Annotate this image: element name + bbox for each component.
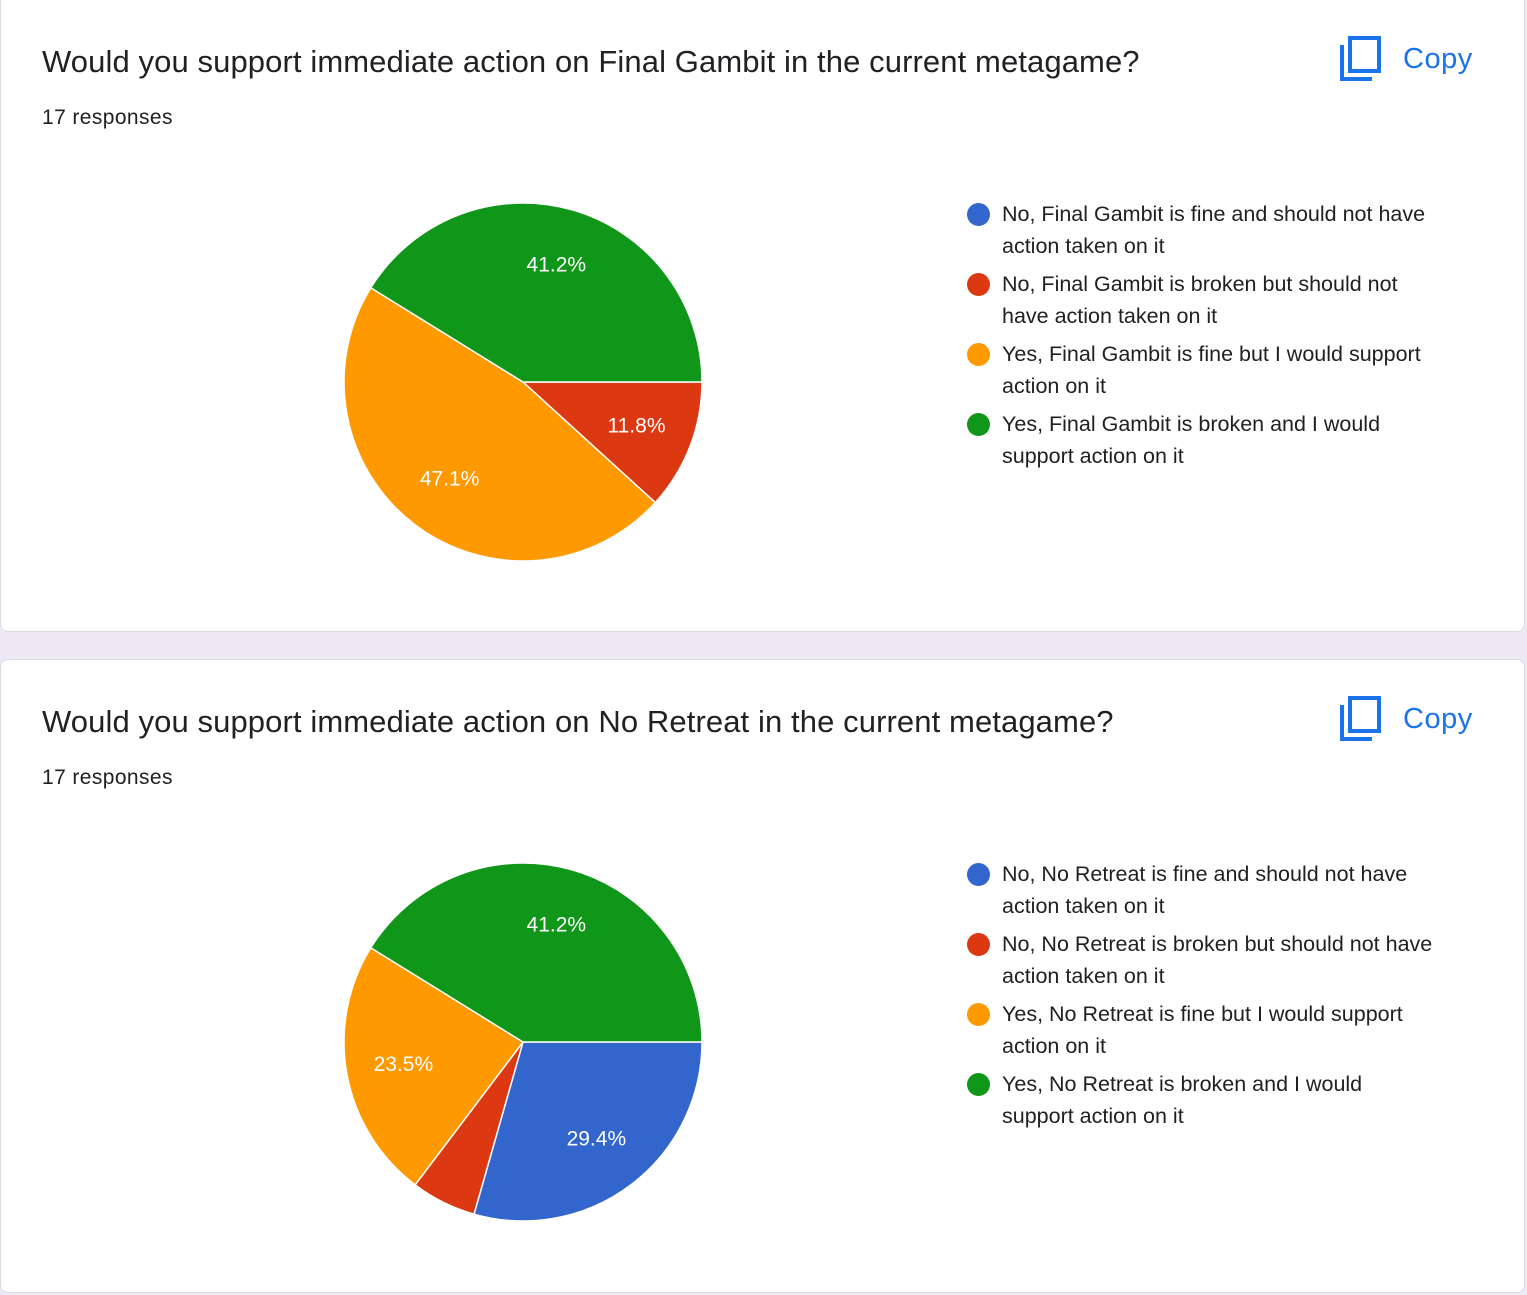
legend-item[interactable]: Yes, No Retreat is broken and I would su… (967, 1068, 1437, 1132)
chart-legend: No, No Retreat is fine and should not ha… (967, 858, 1437, 1138)
legend-swatch (967, 203, 990, 226)
legend-item[interactable]: Yes, No Retreat is fine but I would supp… (967, 998, 1437, 1062)
response-count: 17 responses (42, 106, 173, 129)
legend-label: Yes, Final Gambit is fine but I would su… (1002, 342, 1421, 398)
pie-chart: 11.8% 47.1% 41.2% (343, 202, 703, 562)
legend-label: No, No Retreat is fine and should not ha… (1002, 862, 1408, 918)
legend-swatch (967, 1003, 990, 1026)
pie-slice-label: 41.2% (527, 913, 587, 936)
question-title: Would you support immediate action on Fi… (42, 44, 1140, 79)
copy-icon (1340, 36, 1381, 81)
copy-icon (1340, 696, 1381, 741)
response-count: 17 responses (42, 766, 173, 789)
pie-slice[interactable] (369, 202, 703, 383)
chart-legend: No, Final Gambit is fine and should not … (967, 198, 1437, 478)
legend-item[interactable]: Yes, Final Gambit is fine but I would su… (967, 338, 1437, 402)
copy-label: Copy (1403, 702, 1473, 735)
question-title: Would you support immediate action on No… (42, 704, 1114, 739)
summary-card-no-retreat: Would you support immediate action on No… (0, 659, 1525, 1293)
legend-item[interactable]: No, Final Gambit is fine and should not … (967, 198, 1437, 262)
copy-label: Copy (1403, 42, 1473, 75)
legend-swatch (967, 863, 990, 886)
legend-item[interactable]: Yes, Final Gambit is broken and I would … (967, 408, 1437, 472)
legend-label: Yes, Final Gambit is broken and I would … (1002, 412, 1381, 468)
legend-item[interactable]: No, No Retreat is broken but should not … (967, 928, 1437, 992)
legend-swatch (967, 343, 990, 366)
pie-chart: 29.4% 23.5% 41.2% (343, 862, 703, 1222)
pie-slice[interactable] (473, 1041, 703, 1222)
pie-slice[interactable] (369, 862, 703, 1043)
legend-swatch (967, 413, 990, 436)
pie-slice[interactable] (343, 946, 525, 1186)
legend-label: Yes, No Retreat is fine but I would supp… (1002, 1002, 1403, 1058)
copy-chart-button[interactable]: Copy (1339, 696, 1473, 742)
pie-slice[interactable] (521, 381, 703, 504)
pie-slice-label: 23.5% (374, 1053, 434, 1076)
pie-slice[interactable] (343, 286, 657, 562)
legend-label: No, No Retreat is broken but should not … (1002, 932, 1433, 988)
legend-swatch (967, 933, 990, 956)
pie-slice-label: 41.2% (527, 253, 587, 276)
legend-label: No, Final Gambit is fine and should not … (1002, 202, 1426, 258)
legend-swatch (967, 273, 990, 296)
legend-label: Yes, No Retreat is broken and I would su… (1002, 1072, 1363, 1128)
summary-card-final-gambit: Would you support immediate action on Fi… (0, 0, 1525, 632)
pie-slice-label: 29.4% (567, 1128, 627, 1151)
legend-item[interactable]: No, No Retreat is fine and should not ha… (967, 858, 1437, 922)
legend-swatch (967, 1073, 990, 1096)
legend-label: No, Final Gambit is broken but should no… (1002, 272, 1398, 328)
copy-chart-button[interactable]: Copy (1339, 36, 1473, 82)
pie-slice-label: 47.1% (420, 468, 480, 491)
legend-item[interactable]: No, Final Gambit is broken but should no… (967, 268, 1437, 332)
pie-slice-label: 11.8% (608, 414, 666, 437)
